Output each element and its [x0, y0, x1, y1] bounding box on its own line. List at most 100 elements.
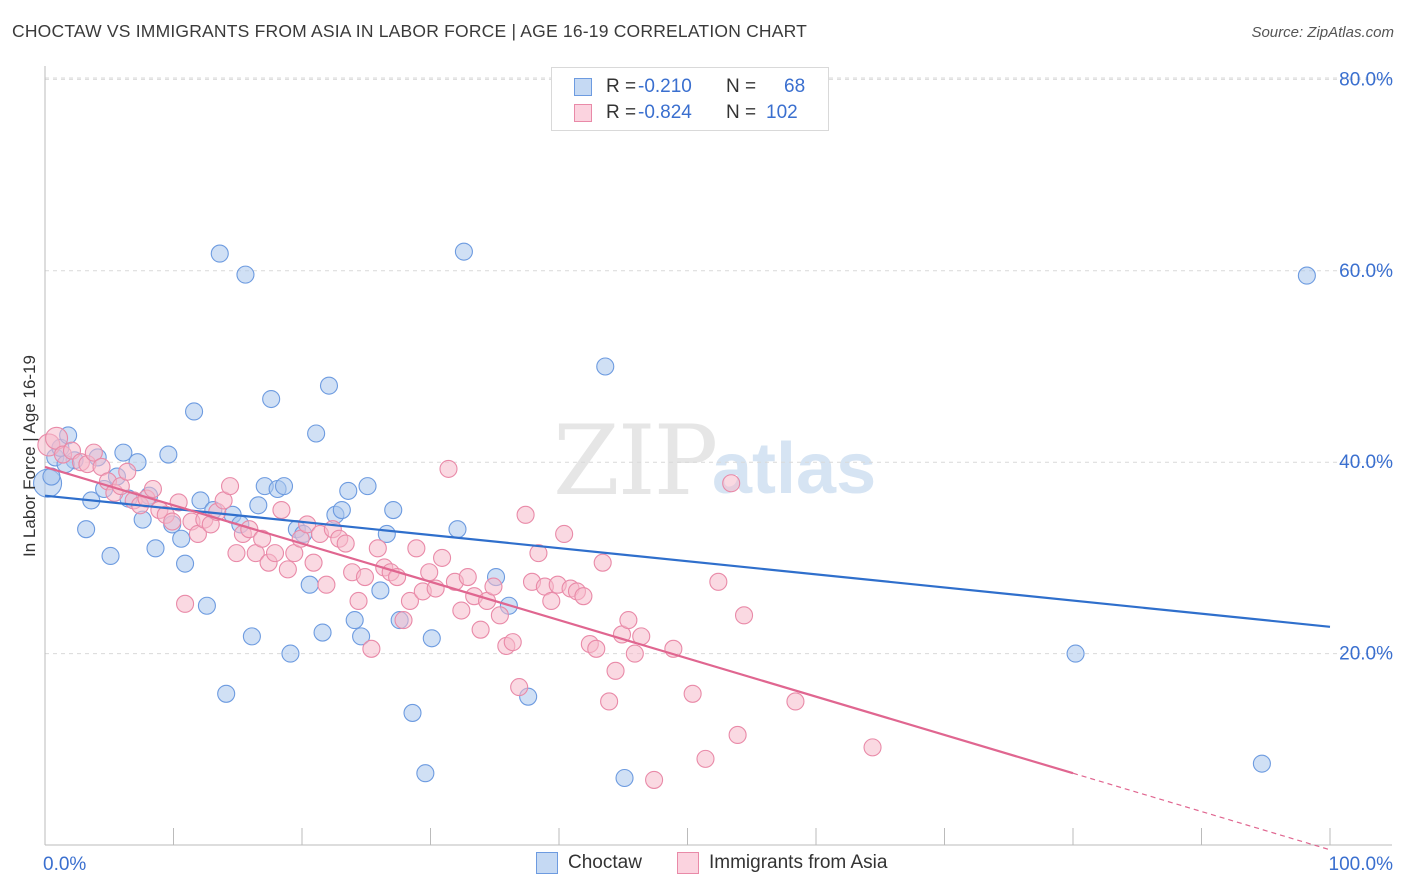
- immigrants-point: [317, 575, 336, 594]
- immigrants-point: [118, 462, 137, 481]
- n-value: 102: [766, 102, 798, 123]
- immigrants-point: [484, 577, 503, 596]
- legend-label: Choctaw: [568, 852, 642, 873]
- immigrants-point: [574, 587, 593, 606]
- immigrants-point: [452, 601, 471, 620]
- immigrants-point: [163, 512, 182, 531]
- choctaw-point: [313, 623, 332, 642]
- y-tick-label: 80.0%: [1339, 69, 1393, 90]
- choctaw-point: [249, 496, 268, 515]
- immigrants-swatch: [677, 852, 699, 874]
- immigrants-swatch: [574, 104, 592, 122]
- choctaw-point: [319, 376, 339, 395]
- r-value: -0.824: [638, 102, 692, 123]
- choctaw-trend-line: [44, 494, 1331, 628]
- immigrants-point: [863, 738, 882, 757]
- choctaw-point: [307, 424, 326, 443]
- immigrants-point: [220, 477, 240, 496]
- choctaw-point: [1066, 644, 1085, 663]
- choctaw-point: [422, 629, 441, 648]
- immigrants-point: [503, 633, 522, 652]
- choctaw-point: [371, 581, 390, 600]
- n-label: N =: [726, 76, 757, 97]
- immigrants-point: [368, 539, 387, 558]
- immigrants-point: [355, 567, 375, 587]
- y-tick-label: 20.0%: [1339, 644, 1393, 665]
- n-label: N =: [726, 102, 757, 123]
- n-value: 68: [784, 76, 806, 97]
- immigrants-point: [510, 678, 529, 697]
- immigrants-point: [490, 606, 509, 625]
- immigrants-point: [709, 572, 728, 591]
- legend-label: Immigrants from Asia: [709, 852, 888, 873]
- choctaw-point: [236, 265, 255, 284]
- immigrants-point: [542, 591, 561, 611]
- axis-labels: 20.0% 40.0% 60.0% 80.0% 0.0% 100.0% In Labor F…: [20, 69, 1393, 875]
- choctaw-point: [274, 477, 294, 496]
- choctaw-point: [114, 443, 133, 462]
- choctaw-point: [416, 764, 435, 783]
- choctaw-point: [403, 703, 422, 722]
- choctaw-point: [345, 611, 364, 630]
- choctaw-point: [262, 389, 281, 409]
- y-axis-title: In Labor Force | Age 16-19: [20, 355, 39, 557]
- watermark-atlas: atlas: [712, 429, 877, 509]
- choctaw-point: [242, 627, 261, 646]
- immigrants-point: [625, 644, 644, 663]
- immigrants-point: [696, 749, 715, 768]
- immigrants-point: [433, 548, 452, 567]
- series-legend: Choctaw Immigrants from Asia: [0, 852, 1406, 878]
- immigrants-point: [619, 611, 638, 630]
- choctaw-point: [197, 596, 216, 615]
- choctaw-point: [176, 554, 195, 573]
- legend-item-immigrants-asia[interactable]: Immigrants from Asia: [677, 852, 887, 874]
- choctaw-swatch: [536, 852, 558, 874]
- choctaw-point: [596, 357, 615, 376]
- choctaw-point: [185, 402, 204, 421]
- choctaw-point: [454, 242, 473, 261]
- choctaw-point: [615, 768, 634, 788]
- choctaw-point: [1297, 266, 1316, 285]
- legend-item-choctaw[interactable]: Choctaw: [536, 852, 642, 874]
- immigrants-point: [593, 553, 612, 572]
- choctaw-point: [191, 491, 210, 510]
- immigrants-point: [362, 639, 381, 658]
- y-tick-label: 60.0%: [1339, 261, 1393, 282]
- immigrants-point: [606, 661, 625, 680]
- immigrants-point: [516, 505, 535, 524]
- chart-title: CHOCTAW VS IMMIGRANTS FROM ASIA IN LABOR…: [12, 21, 808, 41]
- legend-row-choctaw: R = -0.210 N = 68: [574, 75, 805, 99]
- immigrants-point: [278, 560, 297, 579]
- choctaw-point: [159, 445, 178, 464]
- choctaw-point: [332, 500, 351, 520]
- immigrants-point: [407, 539, 426, 558]
- watermark-zip: ZIP: [553, 405, 718, 517]
- immigrants-point: [600, 692, 619, 711]
- grid-lines: [45, 77, 1392, 655]
- choctaw-swatch: [574, 78, 592, 96]
- choctaw-point: [217, 684, 236, 703]
- immigrants-point: [420, 563, 439, 582]
- y-tick-label: 40.0%: [1339, 452, 1393, 473]
- immigrants-point: [240, 520, 259, 539]
- immigrants-point: [253, 529, 272, 548]
- choctaw-point: [101, 546, 120, 566]
- r-value: -0.210: [638, 76, 692, 97]
- immigrants-point: [728, 725, 747, 744]
- axes: [44, 66, 1392, 846]
- immigrants-point: [265, 544, 285, 563]
- choctaw-point: [210, 244, 229, 263]
- correlation-legend: R = -0.210 N = 68 R = -0.824 N = 102: [551, 67, 829, 131]
- choctaw-point: [281, 644, 300, 663]
- immigrants-point: [683, 684, 702, 703]
- immigrants-point: [304, 553, 323, 572]
- choctaw-point: [339, 481, 358, 500]
- trend-lines: [44, 465, 1331, 851]
- immigrants-point: [394, 611, 413, 630]
- immigrants-point: [176, 594, 195, 613]
- immigrants-point: [400, 591, 419, 611]
- r-label: R =: [606, 102, 637, 123]
- x-tick-label: 0.0%: [43, 854, 86, 875]
- immigrants-asia-points: [37, 426, 882, 789]
- immigrants-point: [645, 770, 664, 789]
